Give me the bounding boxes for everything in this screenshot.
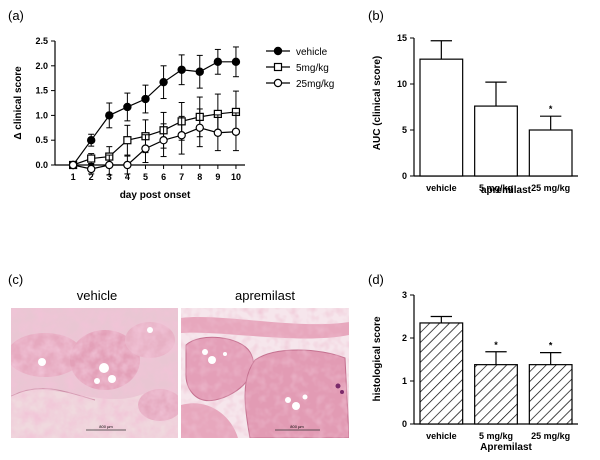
- x-tick-label: 7: [179, 172, 184, 182]
- legend-label: 25mg/kg: [296, 79, 334, 90]
- x-tick-label: 5 mg/kg: [479, 431, 513, 441]
- data-point: [231, 127, 241, 136]
- significance-marker: *: [494, 340, 498, 350]
- legend-marker: [273, 62, 283, 72]
- data-point: [159, 77, 168, 87]
- y-tick-label: 0.5: [35, 135, 48, 145]
- bar: [474, 364, 518, 425]
- y-axis-title: Δ clinical score: [13, 66, 24, 140]
- series-line: [72, 111, 237, 166]
- x-tick-label: vehicle: [426, 431, 457, 441]
- y-tick-label: 0: [402, 419, 407, 429]
- y-tick-label: 5: [402, 125, 407, 135]
- data-point: [123, 136, 132, 145]
- x-tick-label: 25 mg/kg: [531, 183, 570, 193]
- data-point: [105, 160, 114, 170]
- x-tick-label: 3: [107, 172, 112, 182]
- significance-marker: *: [549, 104, 553, 114]
- legend-label: vehicle: [296, 47, 328, 58]
- y-tick-label: 2: [402, 333, 407, 343]
- bar: [474, 105, 518, 177]
- histology-images: vehicle apremilast 800 µm: [11, 288, 349, 438]
- data-point: [195, 123, 204, 133]
- x-tick-label: 5: [143, 172, 148, 182]
- bar-chart-auc: AUC (clinical score) apremilast 0 5 10 15 ve…: [372, 33, 578, 196]
- data-point: [68, 160, 78, 170]
- y-axis-title: AUC (clinical score): [372, 56, 383, 150]
- legend: vehicle 5mg/kg 25mg/kg: [266, 46, 334, 90]
- x-tick-label: vehicle: [426, 183, 457, 193]
- x-tick-label: 8: [197, 172, 202, 182]
- y-tick-label: 3: [402, 290, 407, 300]
- data-point: [195, 67, 204, 76]
- photo-title-apremilast: apremilast: [235, 288, 295, 303]
- series-1: [68, 90, 241, 170]
- x-tick-label: 25 mg/kg: [531, 431, 570, 441]
- x-tick-label: 2: [89, 172, 94, 182]
- y-tick-label: 0.0: [35, 160, 48, 170]
- data-point: [159, 135, 168, 145]
- histology-image-vehicle: 800 µm: [11, 308, 178, 438]
- x-axis-title: apremilast: [481, 185, 532, 196]
- y-tick-label: 0: [402, 171, 407, 181]
- data-point: [177, 131, 186, 140]
- data-point: [177, 65, 186, 74]
- data-point: [213, 57, 223, 67]
- x-axis-title: Apremilast: [480, 442, 532, 453]
- series-2: [68, 108, 241, 176]
- panel-label-d: (d): [368, 272, 384, 287]
- line-chart-clinical-score: Δ clinical score day post onset 0.0 0.5 1.…: [13, 36, 334, 201]
- y-tick-label: 2.5: [35, 36, 48, 46]
- series-line: [72, 127, 236, 170]
- bar-chart-histological-score: histological score Apremilast 0 1 2 3 vehicl…: [372, 290, 578, 453]
- x-tick-label: 10: [231, 172, 241, 182]
- x-tick-label: 4: [125, 172, 130, 182]
- x-tick-label: 9: [215, 172, 220, 182]
- bar: [419, 58, 464, 177]
- data-point: [123, 102, 132, 112]
- bar: [528, 364, 573, 425]
- data-point: [105, 111, 114, 120]
- y-tick-label: 10: [397, 79, 407, 89]
- x-tick-label: 5 mg/kg: [479, 183, 513, 193]
- data-point: [123, 160, 132, 170]
- series-0: [68, 46, 241, 170]
- data-point: [86, 164, 96, 174]
- y-tick-label: 15: [397, 33, 407, 43]
- y-axis-title: histological score: [372, 316, 383, 401]
- y-tick-label: 1: [402, 376, 407, 386]
- x-axis-title: day post onset: [120, 190, 191, 201]
- data-point: [141, 94, 150, 104]
- data-point: [141, 144, 150, 153]
- legend-marker: [273, 46, 283, 56]
- scale-label: 800 µm: [290, 424, 304, 429]
- data-point: [86, 135, 96, 145]
- series-line: [72, 61, 236, 166]
- histology-image-apremilast: 800 µm: [181, 308, 349, 438]
- panel-label-c: (c): [8, 272, 23, 287]
- y-tick-label: 1.0: [35, 110, 48, 120]
- x-tick-label: 6: [161, 172, 166, 182]
- data-point: [231, 57, 241, 67]
- y-tick-label: 1.5: [35, 86, 48, 96]
- bar: [528, 129, 573, 177]
- data-point: [87, 154, 96, 163]
- y-tick-label: 2.0: [35, 61, 48, 71]
- scale-label: 800 µm: [99, 424, 113, 429]
- panel-label-b: (b): [368, 8, 384, 23]
- legend-label: 5mg/kg: [296, 63, 329, 74]
- bar: [419, 322, 464, 425]
- panel-label-a: (a): [8, 8, 24, 23]
- significance-marker: *: [549, 341, 553, 351]
- x-tick-label: 1: [71, 172, 76, 182]
- photo-title-vehicle: vehicle: [77, 288, 117, 303]
- data-point: [213, 128, 223, 137]
- legend-marker: [273, 78, 283, 88]
